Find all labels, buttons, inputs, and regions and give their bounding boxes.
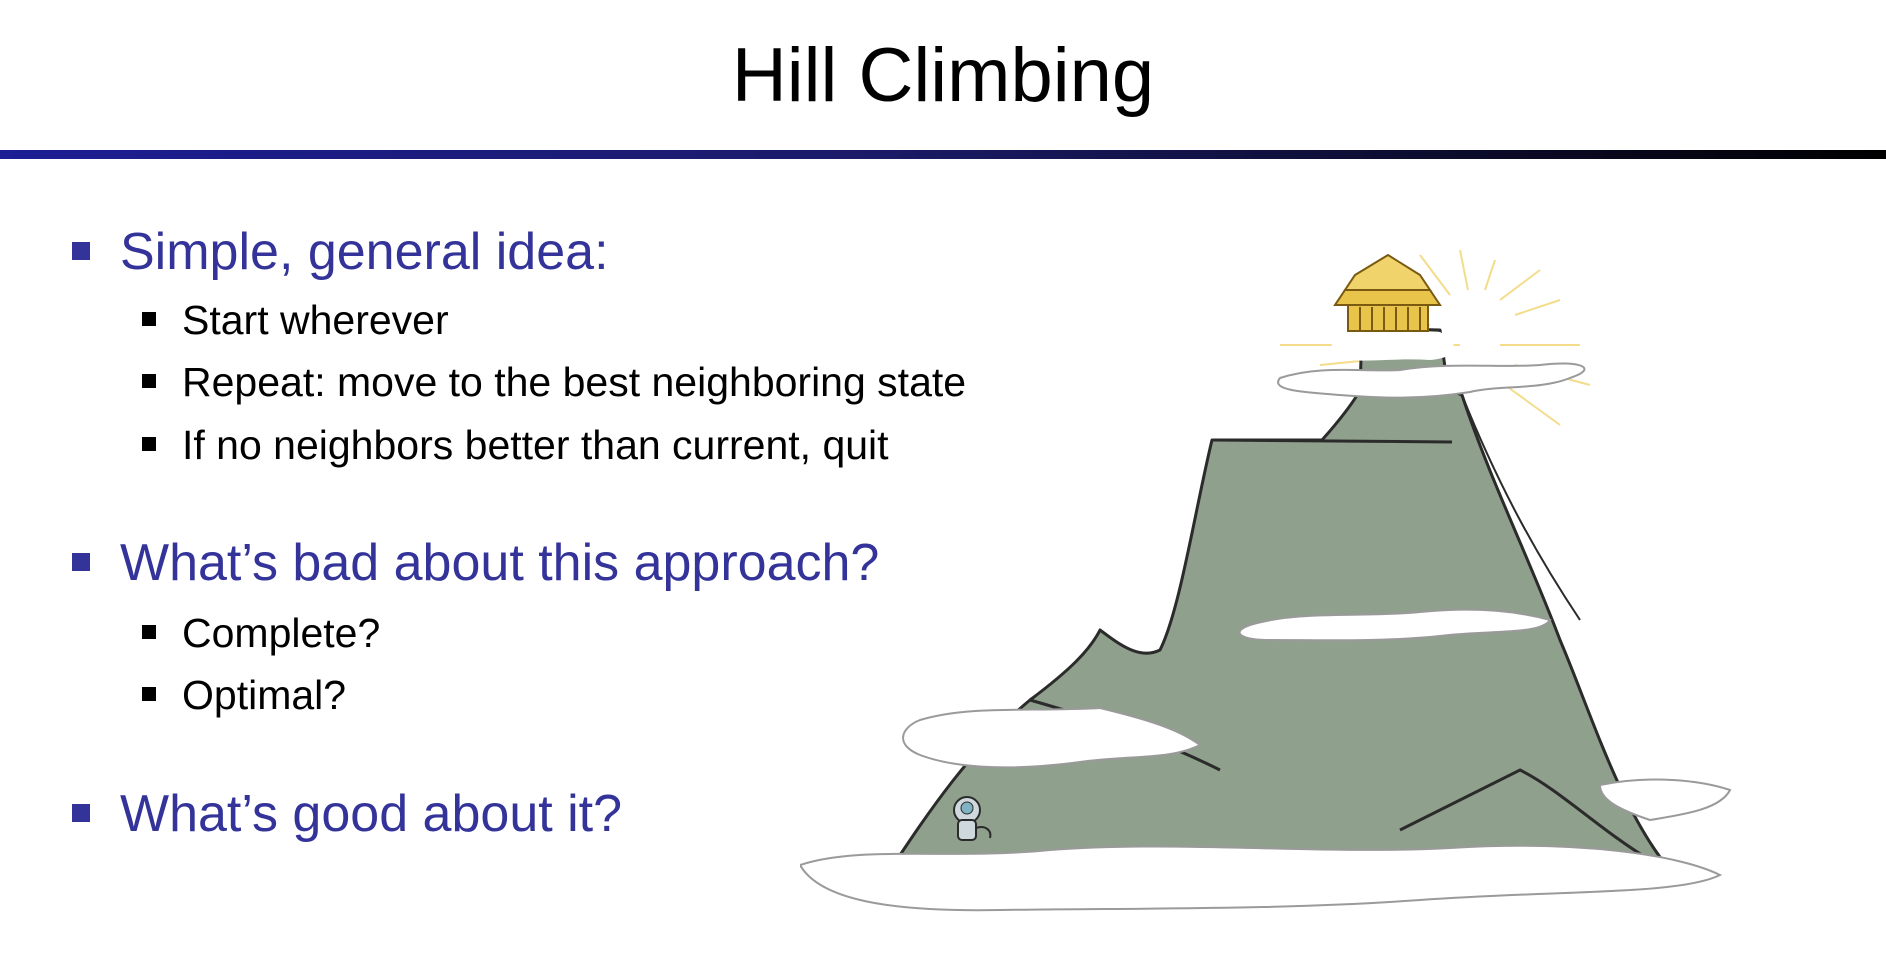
bullet-heading: What’s good about it?	[72, 784, 622, 844]
bullet-item: Start wherever	[142, 295, 449, 345]
square-bullet-icon	[142, 374, 156, 388]
bullet-heading: Simple, general idea:	[72, 222, 609, 282]
mountain-icon	[888, 326, 1672, 872]
cloud-icon	[800, 328, 1732, 912]
bullet-item: Repeat: move to the best neighboring sta…	[142, 357, 966, 407]
square-bullet-icon	[142, 312, 156, 326]
title-divider	[0, 150, 1886, 159]
bullet-heading: What’s bad about this approach?	[72, 533, 879, 593]
square-bullet-icon	[72, 242, 90, 260]
bullet-item: If no neighbors better than current, qui…	[142, 420, 889, 470]
bullet-item: Optimal?	[142, 670, 346, 720]
square-bullet-icon	[72, 553, 90, 571]
square-bullet-icon	[142, 437, 156, 451]
bullet-item: Complete?	[142, 608, 380, 658]
hill-illustration	[800, 250, 1732, 912]
temple-icon	[1333, 253, 1442, 332]
square-bullet-icon	[142, 687, 156, 701]
square-bullet-icon	[142, 625, 156, 639]
robot-climber-icon	[953, 796, 992, 841]
slide-title: Hill Climbing	[731, 33, 1155, 118]
square-bullet-icon	[72, 804, 90, 822]
